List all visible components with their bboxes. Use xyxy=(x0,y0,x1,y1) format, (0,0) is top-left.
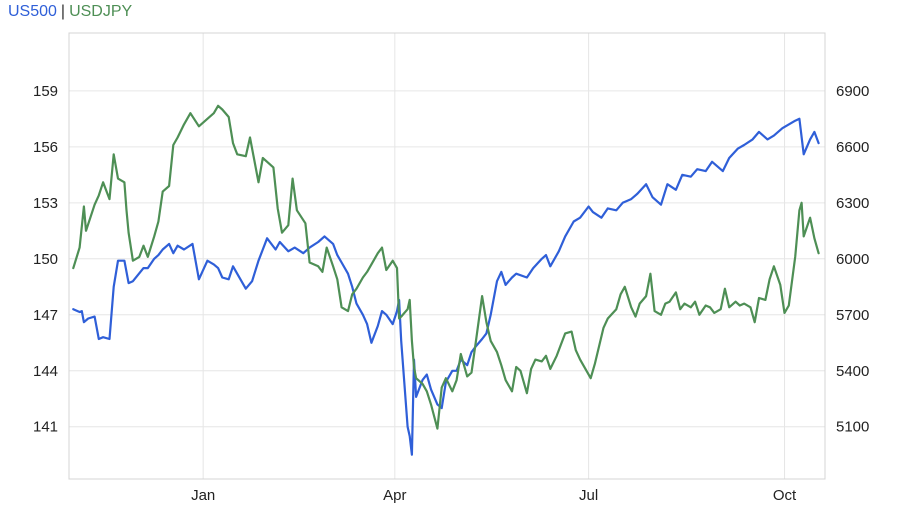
x-tick-label: Apr xyxy=(383,487,406,504)
right-tick-label: 5700 xyxy=(836,307,869,324)
right-tick-label: 6300 xyxy=(836,195,869,212)
right-tick-label: 6000 xyxy=(836,251,869,268)
x-tick-label: Oct xyxy=(773,487,797,504)
right-tick-label: 5100 xyxy=(836,419,869,436)
legend-separator: | xyxy=(60,3,66,20)
right-tick-label: 6600 xyxy=(836,139,869,156)
right-tick-label: 5400 xyxy=(836,363,869,380)
legend-usdjpy[interactable]: USDJPY xyxy=(69,3,133,20)
plot-frame xyxy=(68,32,826,480)
left-tick-label: 150 xyxy=(33,251,58,268)
left-tick-label: 156 xyxy=(33,139,58,156)
left-tick-label: 153 xyxy=(33,195,58,212)
x-tick-label: Jul xyxy=(579,487,598,504)
left-tick-label: 147 xyxy=(33,307,58,324)
x-tick-label: Jan xyxy=(191,487,215,504)
series-lines xyxy=(72,104,820,456)
axis-ticks: 159 156 153 150 147 144 141 6900 6600 6300 6000 570… xyxy=(33,83,869,504)
us500-line xyxy=(72,117,820,456)
legend-us500[interactable]: US500 xyxy=(8,3,57,20)
gridlines xyxy=(69,33,825,479)
chart-legend: US500 | USDJPY xyxy=(8,2,132,22)
left-tick-label: 144 xyxy=(33,363,58,380)
right-tick-label: 6900 xyxy=(836,83,869,100)
left-tick-label: 141 xyxy=(33,419,58,436)
left-tick-label: 159 xyxy=(33,83,58,100)
usdjpy-line xyxy=(72,104,820,430)
